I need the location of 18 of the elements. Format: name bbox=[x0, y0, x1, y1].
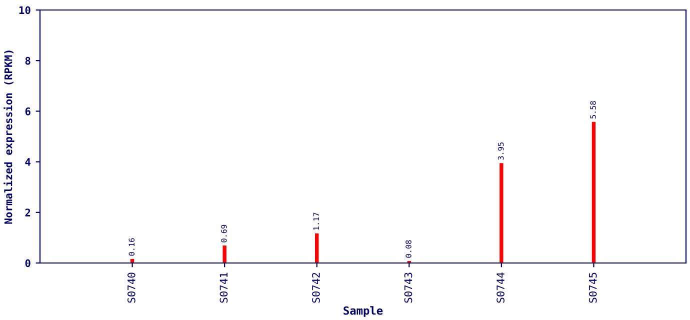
y-tick-label: 8 bbox=[25, 56, 30, 65]
y-tick-label: 10 bbox=[19, 6, 30, 14]
y-tick-label: 6 bbox=[25, 107, 30, 116]
bar bbox=[315, 233, 319, 263]
x-axis-title: Sample bbox=[344, 306, 383, 317]
y-tick-label: 0 bbox=[25, 259, 30, 268]
bar bbox=[222, 246, 226, 263]
x-tick-label: S0741 bbox=[220, 272, 228, 303]
bar bbox=[500, 163, 504, 263]
x-tick-label: S0743 bbox=[404, 272, 412, 303]
x-tick-label: S0742 bbox=[312, 272, 320, 303]
x-tick-label: S0744 bbox=[496, 272, 504, 303]
x-tick-label: S0745 bbox=[588, 272, 597, 303]
bar bbox=[592, 122, 596, 263]
y-tick-label: 4 bbox=[25, 158, 31, 166]
y-tick-label: 2 bbox=[25, 208, 30, 216]
y-axis-title: Normalized expression (RPKM) bbox=[4, 50, 14, 224]
x-tick-label: S0740 bbox=[127, 272, 136, 303]
